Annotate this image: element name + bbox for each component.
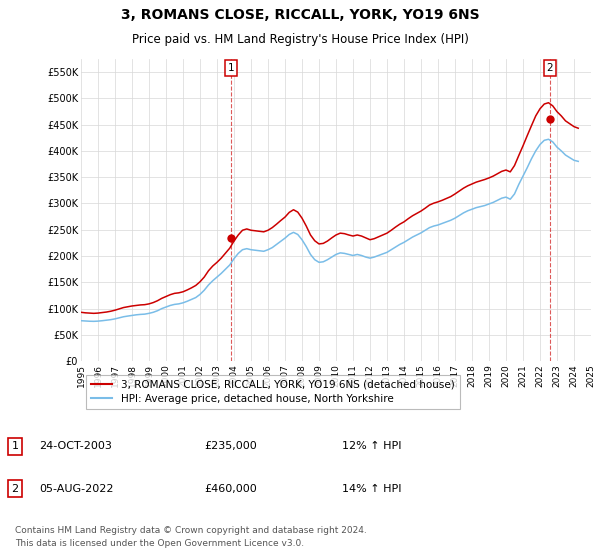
Text: 2: 2 bbox=[547, 63, 553, 73]
Text: 2: 2 bbox=[11, 484, 19, 493]
Text: 3, ROMANS CLOSE, RICCALL, YORK, YO19 6NS: 3, ROMANS CLOSE, RICCALL, YORK, YO19 6NS bbox=[121, 7, 479, 21]
Text: £235,000: £235,000 bbox=[204, 441, 257, 451]
Text: Price paid vs. HM Land Registry's House Price Index (HPI): Price paid vs. HM Land Registry's House … bbox=[131, 32, 469, 46]
Legend: 3, ROMANS CLOSE, RICCALL, YORK, YO19 6NS (detached house), HPI: Average price, d: 3, ROMANS CLOSE, RICCALL, YORK, YO19 6NS… bbox=[86, 375, 460, 409]
Text: 1: 1 bbox=[227, 63, 234, 73]
Text: £460,000: £460,000 bbox=[204, 484, 257, 493]
Text: 12% ↑ HPI: 12% ↑ HPI bbox=[342, 441, 401, 451]
Text: 14% ↑ HPI: 14% ↑ HPI bbox=[342, 484, 401, 493]
Text: 24-OCT-2003: 24-OCT-2003 bbox=[39, 441, 112, 451]
Text: Contains HM Land Registry data © Crown copyright and database right 2024.
This d: Contains HM Land Registry data © Crown c… bbox=[15, 526, 367, 548]
Text: 1: 1 bbox=[11, 441, 19, 451]
Text: 05-AUG-2022: 05-AUG-2022 bbox=[39, 484, 113, 493]
